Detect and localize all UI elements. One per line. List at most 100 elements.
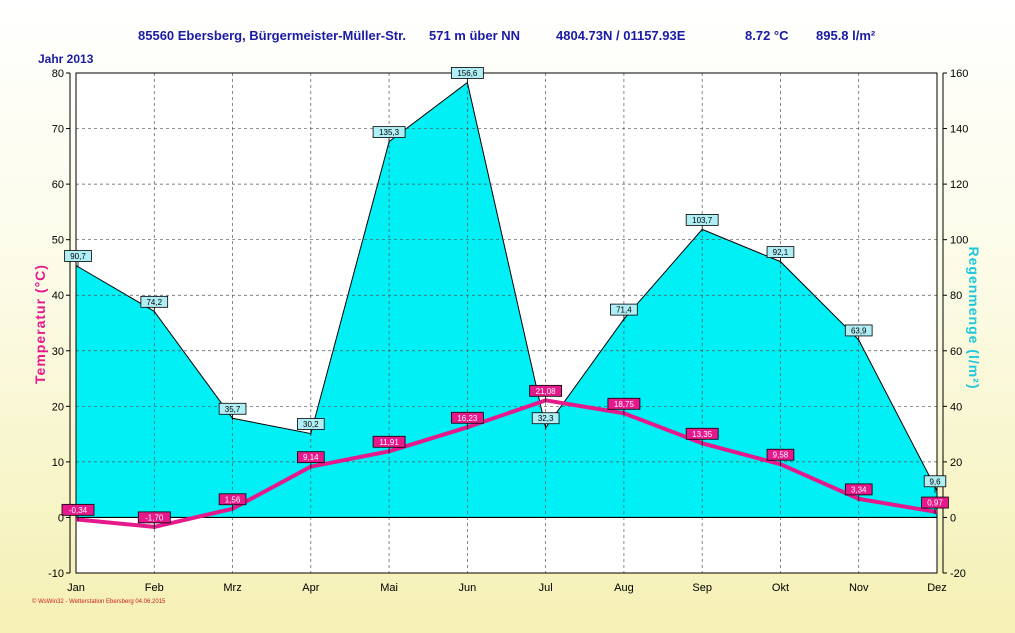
rain-data-label: 74,2 xyxy=(140,295,169,314)
x-tick-label: Sep xyxy=(692,582,712,594)
right-tick-label: 120 xyxy=(950,179,968,191)
rain-data-label-box xyxy=(844,324,873,337)
y-axis-right-label: Regenmenge (l/m²) xyxy=(966,246,982,390)
rain-data-label-text: 71,4 xyxy=(616,306,632,315)
temperature-data-label-box xyxy=(529,384,563,397)
x-tick-label: Jun xyxy=(458,582,476,594)
temperature-data-label: 21,08 xyxy=(529,384,563,403)
rain-data-label: 32,3 xyxy=(531,412,560,430)
rain-data-label: 35,7 xyxy=(218,402,247,421)
left-tick-label: 70 xyxy=(52,124,64,136)
temperature-data-label-text: 21,08 xyxy=(536,387,557,396)
header-average-temperature: 8.72 °C xyxy=(745,28,789,43)
temperature-data-label: 13,35 xyxy=(685,427,719,446)
temperature-data-label: -1,70 xyxy=(137,511,171,529)
right-tick-label: 0 xyxy=(950,512,956,524)
rain-data-label-text: 30,2 xyxy=(303,420,319,429)
temperature-data-label-text: 11,91 xyxy=(379,438,399,447)
temperature-data-label: 1,56 xyxy=(218,493,247,511)
right-tick-label: -20 xyxy=(950,568,966,580)
rain-line xyxy=(75,81,938,492)
rain-data-label-box xyxy=(610,303,638,316)
right-tick-label: 60 xyxy=(950,346,962,358)
temperature-data-label: 0,97 xyxy=(921,496,949,515)
temperature-data-label-box xyxy=(297,451,325,464)
right-tick-label: 40 xyxy=(950,401,962,413)
temperature-data-label: 18,75 xyxy=(607,397,641,416)
left-tick-label: 50 xyxy=(52,235,64,247)
rain-data-label: 156,6 xyxy=(450,67,484,85)
rain-data-label-box xyxy=(140,295,169,308)
temperature-data-label-box xyxy=(137,511,171,524)
x-tick-label: Okt xyxy=(772,582,789,594)
rain-data-label-box xyxy=(531,412,560,425)
rain-data-label-box xyxy=(372,126,406,139)
plot-frame xyxy=(75,72,938,574)
temperature-data-label-text: 0,97 xyxy=(927,499,943,508)
x-tick-label: Nov xyxy=(849,582,869,594)
rain-data-label: 71,4 xyxy=(610,303,638,322)
x-tick-label: Mrz xyxy=(223,582,241,594)
left-tick-label: 80 xyxy=(52,68,64,80)
right-tick-label: 100 xyxy=(950,235,968,247)
header-coordinates: 4804.73N / 01157.93E xyxy=(556,28,686,43)
temperature-data-label: 3,34 xyxy=(844,483,873,501)
y-axis-left-label: Temperatur (°C) xyxy=(32,264,48,384)
temperature-data-label-box xyxy=(607,397,641,410)
header-total-rainfall: 895.8 l/m² xyxy=(816,28,876,43)
left-tick-label: 40 xyxy=(52,290,64,302)
left-tick-label: 20 xyxy=(52,401,64,413)
temperature-data-label-text: 1,56 xyxy=(225,495,241,504)
left-tick-label: 60 xyxy=(52,179,64,191)
x-tick-label: Mai xyxy=(380,582,398,594)
rain-data-label: 92,1 xyxy=(766,246,795,264)
left-tick-label: 10 xyxy=(52,457,64,469)
temperature-data-label-text: 13,35 xyxy=(692,430,713,439)
rain-data-label-box xyxy=(218,402,247,415)
right-tick-label: 160 xyxy=(950,68,968,80)
rain-data-label: 63,9 xyxy=(844,324,873,342)
rain-data-label-text: 74,2 xyxy=(146,298,162,307)
rain-data-label-box xyxy=(766,246,795,259)
rain-data-label-box xyxy=(685,213,719,226)
temperature-data-label-box xyxy=(921,496,949,509)
rain-area xyxy=(76,82,937,518)
rain-data-label-text: 92,1 xyxy=(773,248,789,257)
temperature-data-label: 9,58 xyxy=(766,448,795,467)
right-tick-label: 20 xyxy=(950,457,962,469)
x-tick-label: Jul xyxy=(539,582,553,594)
temperature-line xyxy=(75,398,938,529)
rain-data-label-box xyxy=(64,250,92,262)
temperature-data-label: 9,14 xyxy=(297,451,325,469)
rain-data-label-text: 63,9 xyxy=(851,326,867,335)
temperature-data-label-text: 9,14 xyxy=(303,453,319,462)
rain-data-label: 30,2 xyxy=(297,418,325,436)
year-label: Jahr 2013 xyxy=(38,52,94,66)
temperature-data-label-box xyxy=(450,411,484,424)
left-tick-label: 30 xyxy=(52,346,64,358)
header-altitude: 571 m über NN xyxy=(429,28,521,43)
left-tick-label: -10 xyxy=(48,568,64,580)
right-tick-label: 140 xyxy=(950,124,968,136)
rain-data-label-box xyxy=(297,418,325,430)
x-tick-label: Aug xyxy=(614,582,634,594)
temperature-data-label-text: 3,34 xyxy=(851,485,867,494)
temperature-data-label-box xyxy=(372,435,406,448)
temperature-data-label-box xyxy=(61,503,95,516)
rain-data-label: 135,3 xyxy=(372,126,406,144)
rain-data-label-text: 9,6 xyxy=(929,477,941,486)
temperature-data-label-box xyxy=(844,483,873,496)
rain-data-label-text: 156,6 xyxy=(457,69,478,78)
rain-data-label-text: 32,3 xyxy=(538,414,554,423)
rain-data-label-text: 103,7 xyxy=(692,216,713,225)
temperature-data-label-box xyxy=(685,427,719,440)
temperature-data-label: 16,23 xyxy=(450,411,484,430)
rain-data-label-box xyxy=(923,475,947,488)
temperature-data-label-text: 18,75 xyxy=(614,400,635,409)
rain-data-label-text: 135,3 xyxy=(379,128,400,137)
x-tick-label: Feb xyxy=(145,582,164,594)
left-tick-label: 0 xyxy=(58,512,64,524)
rain-data-label: 9,6 xyxy=(923,475,947,493)
rain-data-label-text: 90,7 xyxy=(70,252,86,261)
